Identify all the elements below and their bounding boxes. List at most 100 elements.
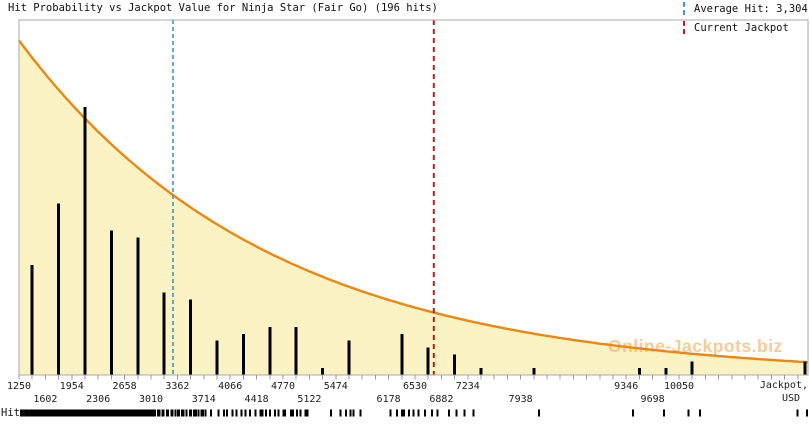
- hit-rug-mark: [259, 409, 262, 417]
- hit-rug-mark: [150, 409, 153, 417]
- hit-rug-mark: [53, 409, 56, 417]
- hit-rug-mark: [412, 409, 415, 417]
- hit-rug-mark: [98, 409, 100, 417]
- hit-rug-mark: [111, 409, 114, 417]
- hit-bar: [690, 361, 694, 375]
- hit-bar: [215, 340, 219, 375]
- hit-bar: [400, 333, 404, 375]
- hit-bar: [136, 237, 140, 375]
- hit-bar: [347, 340, 351, 375]
- x-tick-label: 1250: [7, 381, 31, 392]
- hit-rug-mark: [193, 409, 196, 417]
- hit-rug-mark: [108, 409, 111, 417]
- x-axis-labels: 1250160219542306265830103362371440664418…: [7, 381, 694, 405]
- hit-rug-mark: [339, 409, 342, 417]
- hit-rug-mark: [96, 409, 99, 417]
- hit-rug-mark: [153, 409, 156, 417]
- x-tick-label: 5122: [297, 394, 321, 405]
- x-tick-label: 6530: [403, 381, 427, 392]
- hit-rug-mark: [202, 409, 204, 417]
- hit-count-bars: [30, 107, 807, 376]
- hit-rug-mark: [295, 409, 298, 417]
- x-axis-unit-label-line2: USD: [781, 393, 800, 404]
- hit-rug-mark: [127, 409, 130, 417]
- x-tick-label: 2658: [113, 381, 137, 392]
- hit-rug-mark: [240, 409, 243, 417]
- hits-rug-label: Hits:: [1, 407, 33, 419]
- hit-rug-mark: [59, 409, 62, 417]
- hit-rug-mark: [170, 409, 173, 417]
- hit-bar: [453, 354, 457, 375]
- hit-rug-mark: [110, 409, 113, 417]
- hit-rug-mark: [171, 409, 174, 417]
- hit-rug-mark: [25, 409, 28, 417]
- x-tick-label: 6178: [377, 394, 401, 405]
- hit-rug-mark: [436, 409, 439, 417]
- hit-rug-mark: [177, 409, 180, 417]
- hit-rug-mark: [47, 409, 49, 417]
- x-tick-label: 4066: [218, 381, 242, 392]
- hit-rug-mark: [118, 409, 121, 417]
- x-tick-label: 2306: [86, 394, 110, 405]
- hit-rug-mark: [147, 409, 150, 417]
- hit-rug-mark: [121, 409, 124, 417]
- hit-bar: [83, 107, 87, 375]
- hit-rug-mark: [244, 409, 247, 417]
- hit-rug-mark: [249, 409, 252, 417]
- hit-rug-mark: [304, 409, 307, 417]
- hit-rug-mark: [345, 409, 348, 417]
- hit-rug-mark: [806, 409, 808, 417]
- hit-rug-mark: [105, 409, 108, 417]
- hits-rug-strip: [20, 409, 808, 417]
- hit-rug-mark: [299, 409, 302, 417]
- hit-rug-mark: [38, 409, 41, 417]
- hit-rug-mark: [66, 409, 68, 417]
- hit-rug-mark: [537, 409, 540, 417]
- hit-rug-mark: [24, 409, 27, 417]
- hit-rug-mark: [283, 409, 286, 417]
- hit-rug-mark: [699, 409, 702, 417]
- x-tick-label: 3714: [192, 394, 216, 405]
- hit-rug-mark: [55, 409, 58, 417]
- hit-rug-mark: [158, 409, 161, 417]
- hit-rug-mark: [132, 409, 134, 417]
- hit-rug-mark: [22, 409, 25, 417]
- hit-bar: [109, 230, 113, 375]
- hit-rug-mark: [137, 409, 139, 417]
- hit-rug-mark: [141, 409, 144, 417]
- hit-rug-mark: [455, 409, 458, 417]
- hit-bar: [532, 368, 536, 375]
- x-tick-label: 5474: [324, 381, 348, 392]
- hit-rug-mark: [124, 409, 127, 417]
- hit-rug-mark: [349, 409, 352, 417]
- hit-rug-mark: [139, 409, 142, 417]
- current-jackpot-dashed-line-icon: [683, 21, 685, 34]
- hit-rug-mark: [401, 409, 404, 417]
- hit-rug-mark: [123, 409, 126, 417]
- hit-rug-mark: [40, 409, 43, 417]
- chart-title: Hit Probability vs Jackpot Value for Nin…: [8, 2, 438, 14]
- hit-rug-mark: [135, 409, 138, 417]
- hit-rug-mark: [408, 409, 411, 417]
- hit-rug-mark: [687, 409, 690, 417]
- hit-rug-mark: [472, 409, 475, 417]
- hit-bar: [162, 292, 166, 375]
- hit-rug-mark: [144, 409, 147, 417]
- hit-rug-mark: [431, 409, 434, 417]
- hit-rug-mark: [142, 409, 145, 417]
- x-tick-label: 1954: [60, 381, 84, 392]
- hit-bar: [803, 361, 807, 375]
- legend-label-average-hit: Average Hit: 3,304: [694, 2, 808, 15]
- hit-rug-mark: [113, 409, 116, 417]
- x-tick-label: 7938: [509, 394, 533, 405]
- hit-rug-mark: [200, 409, 203, 417]
- x-tick-label: 3362: [165, 381, 189, 392]
- hit-bar: [479, 368, 483, 375]
- hit-rug-mark: [31, 409, 34, 417]
- hit-rug-mark: [80, 409, 83, 417]
- hit-rug-mark: [133, 409, 136, 417]
- hit-rug-mark: [102, 409, 105, 417]
- hit-rug-mark: [231, 409, 234, 417]
